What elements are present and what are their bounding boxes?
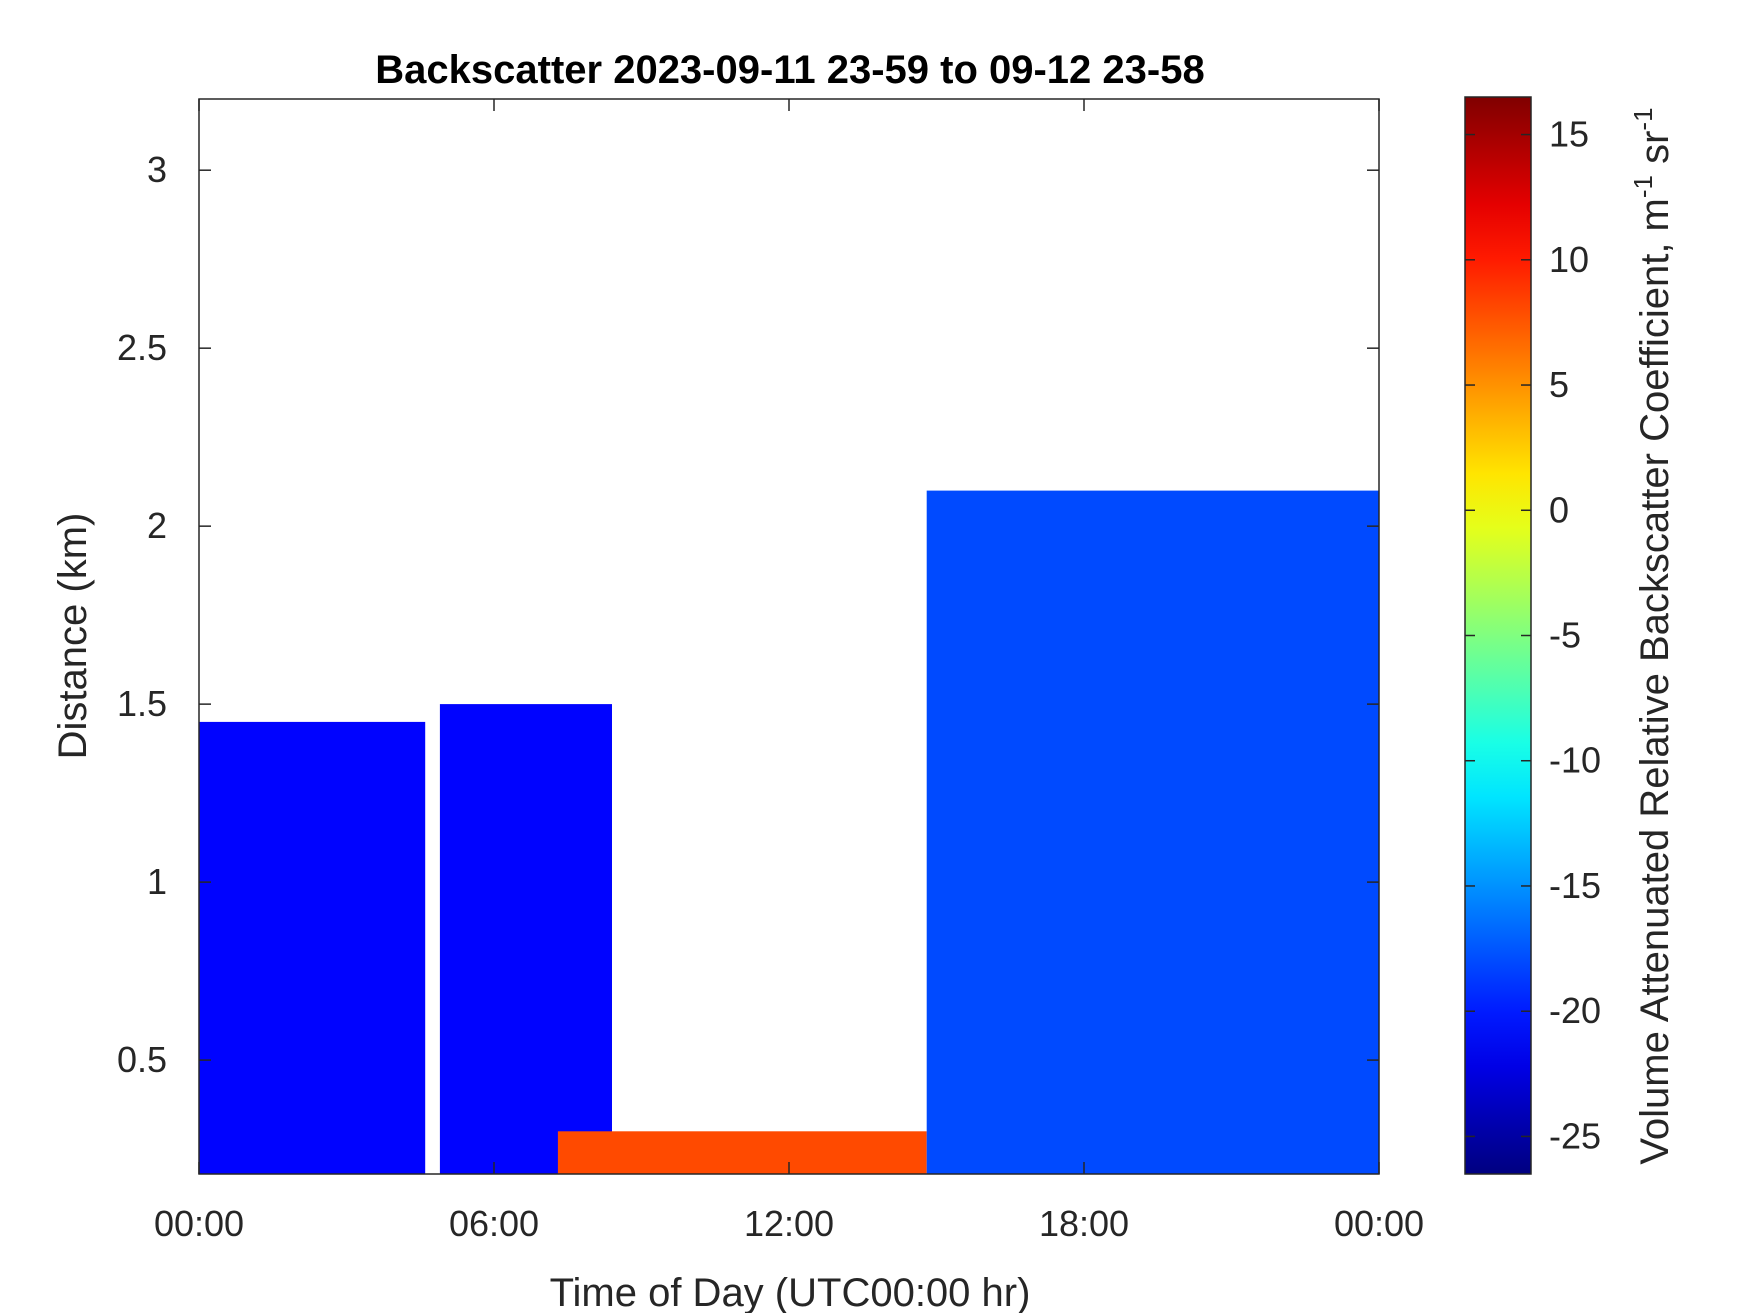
colorbar-tick-label: -5 (1549, 615, 1581, 656)
colorbar (1464, 96, 1532, 1175)
y-tick-label: 0.5 (117, 1039, 167, 1080)
y-tick-label: 2.5 (117, 327, 167, 368)
heatmap-region-early-morning-layer (199, 721, 426, 1174)
heatmap-region-surface-layer-midday (557, 1131, 927, 1174)
heatmap-plot-area (199, 490, 1379, 1174)
colorbar-tick-label: 10 (1549, 239, 1589, 280)
colorbar-label-sup1: -1 (1628, 175, 1658, 198)
y-tick-label: 2 (147, 505, 167, 546)
colorbar-tick-label: -15 (1549, 865, 1601, 906)
colorbar-label-main: Volume Attenuated Relative Backscatter C… (1633, 198, 1677, 1164)
x-axis-label: Time of Day (UTC00:00 hr) (550, 1271, 1031, 1313)
colorbar-tick-label: -20 (1549, 990, 1601, 1031)
x-tick-label: 06:00 (449, 1203, 539, 1244)
chart-title: Backscatter 2023-09-11 23-59 to 09-12 23… (375, 48, 1204, 92)
colorbar-label-sup2: -1 (1628, 107, 1658, 130)
colorbar-tick-label: 0 (1549, 489, 1569, 530)
y-axis-ticks: 0.5 1 1.5 2 2.5 3 (117, 149, 1379, 1080)
y-tick-label: 3 (147, 149, 167, 190)
y-tick-label: 1 (147, 861, 167, 902)
colorbar-ticks: -25 -20 -15 -10 -5 0 5 10 15 (1465, 114, 1601, 1156)
colorbar-tick-label: -10 (1549, 740, 1601, 781)
x-tick-label: 00:00 (1334, 1203, 1424, 1244)
colorbar-label: Volume Attenuated Relative Backscatter C… (1628, 107, 1677, 1164)
y-tick-label: 1.5 (117, 683, 167, 724)
x-tick-label: 12:00 (744, 1203, 834, 1244)
heatmap-region-morning-layer (439, 704, 612, 1174)
x-tick-label: 18:00 (1039, 1203, 1129, 1244)
colorbar-tick-label: -25 (1549, 1115, 1601, 1156)
heatmap-region-afternoon-boundary-layer (926, 490, 1379, 1174)
y-axis-label: Distance (km) (51, 513, 95, 760)
colorbar-tick-label: 5 (1549, 364, 1569, 405)
x-tick-label: 00:00 (154, 1203, 244, 1244)
colorbar-tick-label: 15 (1549, 114, 1589, 155)
x-axis-ticks: 00:00 06:00 12:00 18:00 00:00 (154, 99, 1424, 1244)
colorbar-label-mid: sr (1633, 131, 1677, 175)
